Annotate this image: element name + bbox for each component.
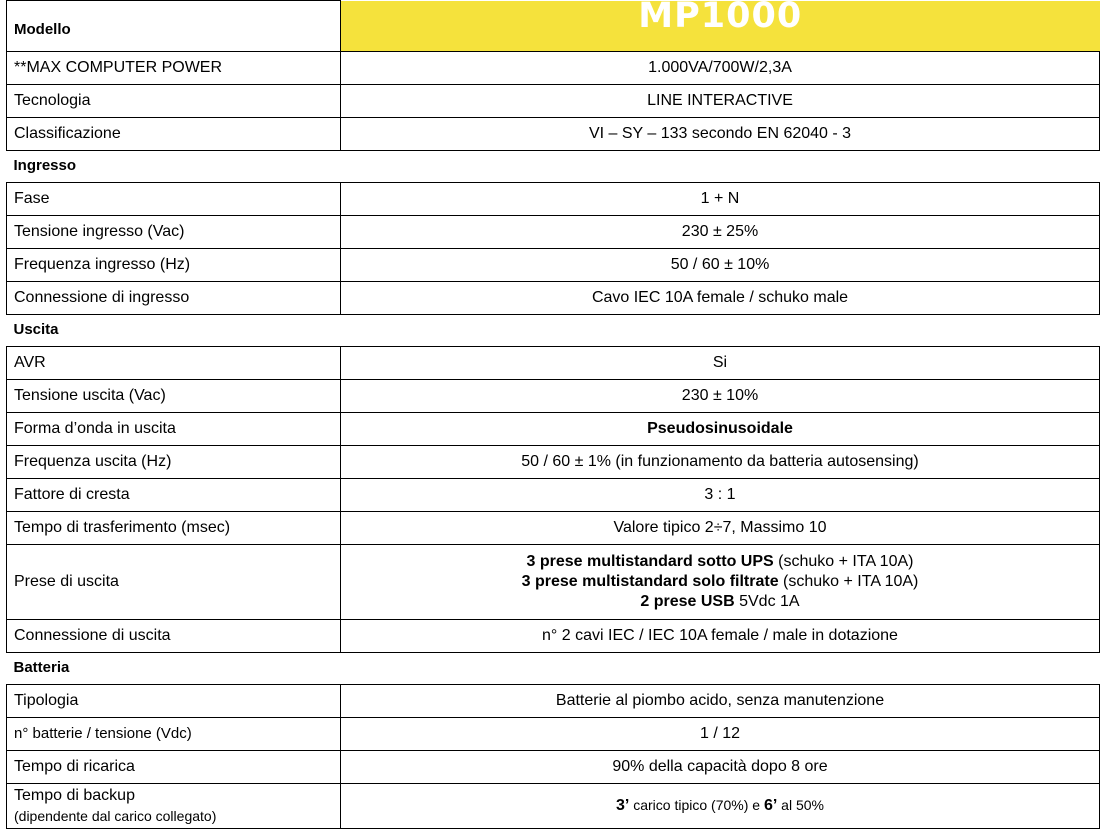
spec-value: 3 : 1 (340, 477, 1100, 512)
sockets-line-bold: 3 prese multistandard sotto UPS (526, 552, 774, 570)
spec-label: Fattore di cresta (6, 477, 341, 512)
sockets-line-rest: (schuko + ITA 10A) (778, 572, 919, 590)
spec-value: 1 / 12 (340, 716, 1100, 751)
sockets-line: 3 prese multistandard solo filtrate (sch… (348, 572, 1092, 592)
spec-label: Classificazione (6, 116, 341, 151)
spec-label: Fase (6, 181, 341, 216)
spec-label: AVR (6, 345, 341, 380)
spec-row: Fase 1 + N (6, 181, 1100, 216)
sockets-line-rest: (schuko + ITA 10A) (773, 552, 914, 570)
spec-row-sockets: Prese di uscita 3 prese multistandard so… (6, 543, 1100, 620)
spec-value: VI – SY – 133 secondo EN 62040 - 3 (340, 116, 1100, 151)
spec-label: Frequenza uscita (Hz) (6, 444, 341, 479)
spec-value: 230 ± 25% (340, 214, 1100, 249)
spec-row: Tensione uscita (Vac) 230 ± 10% (6, 378, 1100, 413)
spec-label: Tecnologia (6, 83, 341, 118)
model-title: MP1000 (638, 0, 803, 36)
spec-value: 1 + N (340, 181, 1100, 216)
sockets-line-bold: 3 prese multistandard solo filtrate (521, 572, 779, 590)
sockets-line-rest: 5Vdc 1A (734, 592, 800, 610)
spec-label: Tempo di backup (14, 786, 135, 804)
spec-row: Tensione ingresso (Vac) 230 ± 25% (6, 214, 1100, 249)
model-row: Modello MP1000 (6, 0, 1100, 52)
spec-label: Frequenza ingresso (Hz) (6, 247, 341, 282)
spec-label: Forma d’onda in uscita (6, 411, 341, 446)
spec-row: Classificazione VI – SY – 133 secondo EN… (6, 116, 1100, 151)
spec-row: Connessione di ingresso Cavo IEC 10A fem… (6, 280, 1100, 315)
backup-typical-bold: 3’ (616, 797, 630, 814)
sockets-line: 3 prese multistandard sotto UPS (schuko … (348, 552, 1092, 572)
spec-value: Si (340, 345, 1100, 380)
spec-row: Frequenza uscita (Hz) 50 / 60 ± 1% (in f… (6, 444, 1100, 479)
backup-value: 3’ carico tipico (70%) e 6’ al 50% (340, 782, 1100, 829)
spec-value: Cavo IEC 10A female / schuko male (340, 280, 1100, 315)
spec-row: n° batterie / tensione (Vdc) 1 / 12 (6, 716, 1100, 751)
spec-value: Pseudosinusoidale (340, 411, 1100, 446)
spec-label: n° batterie / tensione (Vdc) (6, 716, 341, 751)
section-header-input: Ingresso (6, 149, 1100, 183)
spec-value: Valore tipico 2÷7, Massimo 10 (340, 510, 1100, 545)
section-header-output: Uscita (6, 313, 1100, 347)
spec-label: Connessione di ingresso (6, 280, 341, 315)
spec-value: 1.000VA/700W/2,3A (340, 50, 1100, 85)
backup-label-cell: Tempo di backup (dipendente dal carico c… (6, 782, 341, 829)
spec-row: Frequenza ingresso (Hz) 50 / 60 ± 10% (6, 247, 1100, 282)
spec-value: LINE INTERACTIVE (340, 83, 1100, 118)
spec-label: Tipologia (6, 683, 341, 718)
spec-label: Tempo di trasferimento (msec) (6, 510, 341, 545)
model-label: Modello (6, 0, 341, 52)
section-header-battery: Batteria (6, 651, 1100, 685)
sockets-line: 2 prese USB 5Vdc 1A (348, 592, 1092, 612)
spec-row-backup: Tempo di backup (dipendente dal carico c… (6, 782, 1100, 829)
spec-row: **MAX COMPUTER POWER 1.000VA/700W/2,3A (6, 50, 1100, 85)
spec-row: Tecnologia LINE INTERACTIVE (6, 83, 1100, 118)
spec-value: 90% della capacità dopo 8 ore (340, 749, 1100, 784)
section-title: Batteria (6, 651, 1100, 685)
spec-value: n° 2 cavi IEC / IEC 10A female / male in… (340, 618, 1100, 653)
backup-half-bold: 6’ (763, 797, 778, 814)
backup-typical-text: carico tipico (70%) e (629, 797, 764, 813)
spec-value: 50 / 60 ± 10% (340, 247, 1100, 282)
spec-label: Prese di uscita (6, 543, 341, 620)
spec-label: Connessione di uscita (6, 618, 341, 653)
spec-row: Fattore di cresta 3 : 1 (6, 477, 1100, 512)
spec-row: AVR Si (6, 345, 1100, 380)
spec-value: Batterie al piombo acido, senza manutenz… (340, 683, 1100, 718)
spec-row: Tipologia Batterie al piombo acido, senz… (6, 683, 1100, 718)
model-title-banner: MP1000 (340, 0, 1100, 52)
spec-row: Tempo di trasferimento (msec) Valore tip… (6, 510, 1100, 545)
section-title: Ingresso (6, 149, 1100, 183)
spec-label: **MAX COMPUTER POWER (6, 50, 341, 85)
spec-value: 230 ± 10% (340, 378, 1100, 413)
spec-table: Modello MP1000 **MAX COMPUTER POWER 1.00… (6, 0, 1100, 829)
spec-label: Tensione ingresso (Vac) (6, 214, 341, 249)
sockets-line-bold: 2 prese USB (640, 592, 735, 610)
sockets-value: 3 prese multistandard sotto UPS (schuko … (340, 543, 1100, 620)
spec-sublabel: (dipendente dal carico collegato) (14, 807, 217, 824)
spec-row: Connessione di uscita n° 2 cavi IEC / IE… (6, 618, 1100, 653)
spec-value: 50 / 60 ± 1% (in funzionamento da batter… (340, 444, 1100, 479)
spec-row: Tempo di ricarica 90% della capacità dop… (6, 749, 1100, 784)
backup-half-text: al 50% (777, 797, 824, 813)
spec-label: Tempo di ricarica (6, 749, 341, 784)
section-title: Uscita (6, 313, 1100, 347)
spec-row: Forma d’onda in uscita Pseudosinusoidale (6, 411, 1100, 446)
spec-label: Tensione uscita (Vac) (6, 378, 341, 413)
